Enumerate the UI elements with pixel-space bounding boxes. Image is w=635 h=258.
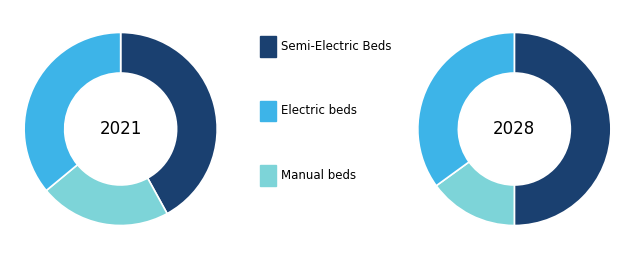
Text: Electric beds: Electric beds: [281, 104, 357, 117]
Wedge shape: [418, 33, 514, 186]
Text: Semi-Electric Beds: Semi-Electric Beds: [281, 40, 391, 53]
Text: 2028: 2028: [493, 120, 535, 138]
Wedge shape: [514, 33, 611, 225]
Wedge shape: [24, 33, 121, 190]
Wedge shape: [46, 165, 167, 225]
Wedge shape: [121, 33, 217, 214]
Text: 2021: 2021: [100, 120, 142, 138]
Text: Manual beds: Manual beds: [281, 169, 356, 182]
Wedge shape: [436, 162, 514, 225]
